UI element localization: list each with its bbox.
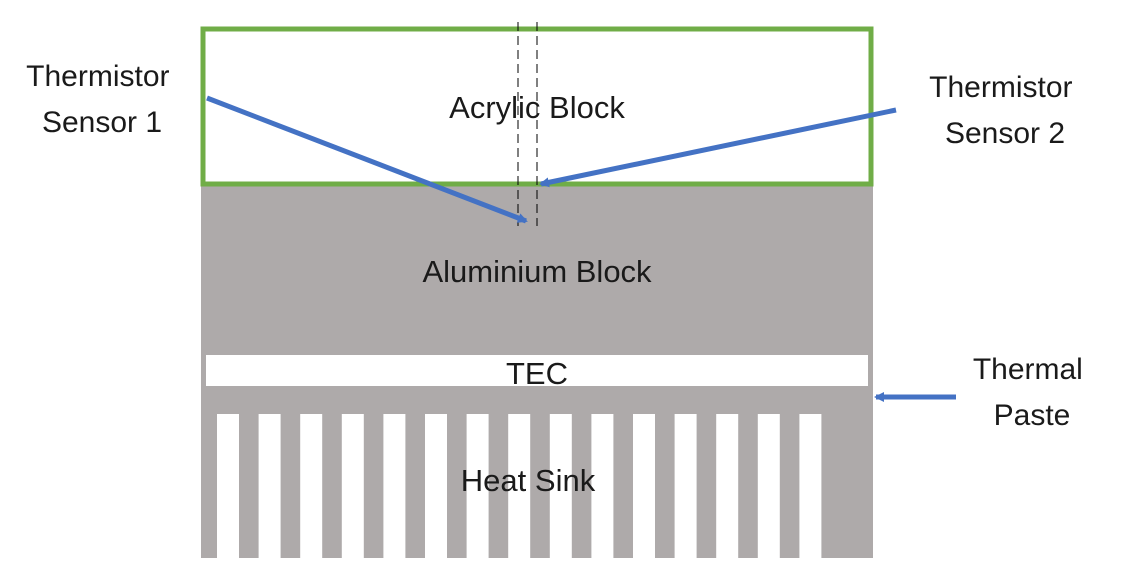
heat-sink-fin	[466, 414, 489, 558]
thermistor-sensor-2-line-1: Thermistor	[929, 71, 1072, 104]
thermistor-sensor-2-label: Thermistor Sensor 2	[929, 71, 1081, 150]
aluminium-block-label: Aluminium Block	[422, 254, 652, 289]
thermistor-sensor-1-label: Thermistor Sensor 1	[26, 60, 178, 139]
heat-sink-fin	[674, 414, 697, 558]
heat-sink-fin	[217, 414, 239, 558]
heat-sink-fin	[425, 414, 447, 558]
thermistor-sensor-1-line-1: Thermistor	[26, 60, 169, 93]
thermistor-sensor-2-line-2: Sensor 2	[945, 117, 1065, 150]
heat-sink-fin	[300, 414, 323, 558]
thermal-paste-line-1: Thermal	[973, 353, 1083, 386]
heat-sink-fin	[716, 414, 739, 558]
heat-sink-fin	[591, 414, 614, 558]
heat-sink-fin	[549, 414, 572, 558]
tec-label: TEC	[506, 356, 568, 391]
heat-sink	[201, 396, 873, 558]
heat-sink-fin	[383, 414, 406, 558]
heat-sink-fin	[508, 414, 531, 558]
heat-sink-fin	[258, 414, 281, 558]
sensor-2-arrow	[539, 107, 897, 188]
acrylic-block-label: Acrylic Block	[449, 90, 625, 125]
thermal-paste-label: Thermal Paste	[973, 353, 1091, 432]
thermistor-bore	[517, 22, 538, 226]
heat-sink-fin	[799, 414, 822, 558]
heat-sink-fin	[633, 414, 655, 558]
thermal-paste-line-2: Paste	[994, 399, 1071, 432]
tec-layer	[206, 355, 868, 386]
heat-sink-fins	[217, 414, 822, 558]
sensor-1-arrow	[206, 95, 528, 224]
heat-sink-fin	[757, 414, 780, 558]
heat-sink-label: Heat Sink	[461, 463, 596, 498]
thermistor-sensor-1-line-2: Sensor 1	[42, 106, 162, 139]
heat-sink-fin	[341, 414, 364, 558]
